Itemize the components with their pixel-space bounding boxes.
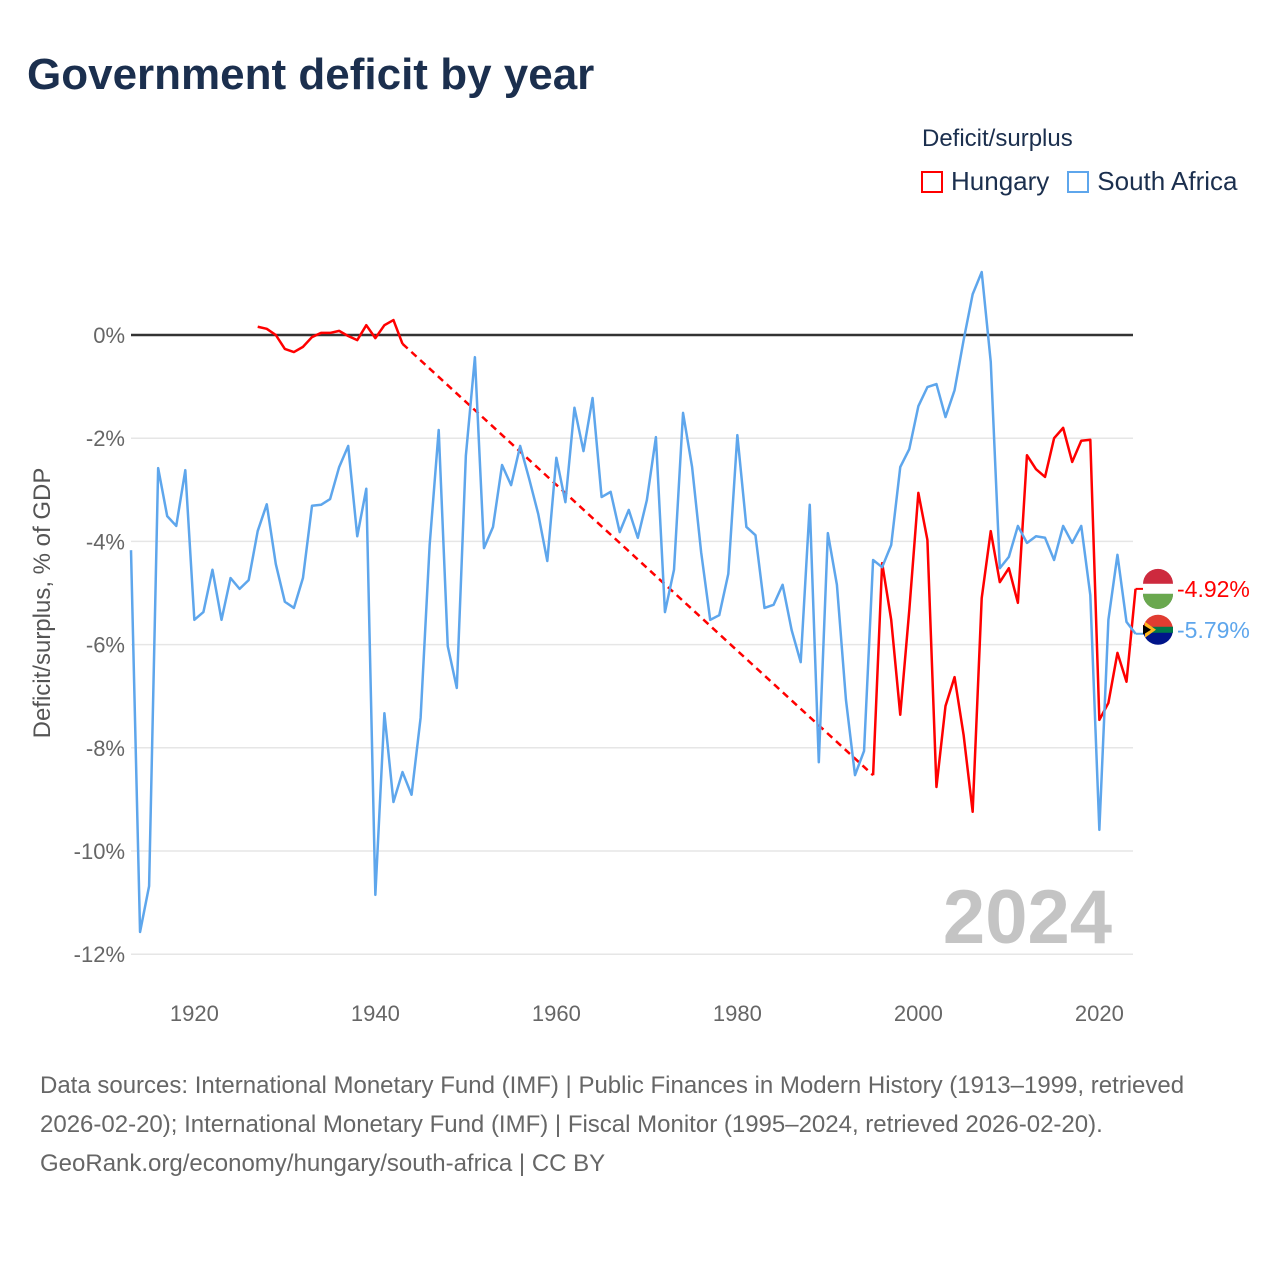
legend-label: Hungary — [951, 166, 1050, 196]
y-tick-label: -6% — [86, 633, 125, 658]
credit-link[interactable]: GeoRank.org/economy/hungary/south-africa… — [40, 1150, 606, 1177]
legend-label: South Africa — [1097, 166, 1238, 196]
x-tick-label: 1960 — [532, 1001, 581, 1026]
footer: Data sources: International Monetary Fun… — [40, 1066, 1240, 1183]
south-africa-flag-icon — [1143, 614, 1173, 645]
y-tick-label: -10% — [74, 839, 125, 864]
x-tick-label: 2020 — [1075, 1001, 1124, 1026]
y-tick-label: -4% — [86, 529, 125, 554]
end-value-label: -5.79% — [1177, 617, 1250, 643]
legend: Hungary South Africa — [921, 166, 1237, 197]
series-line-hungary — [871, 426, 1137, 814]
x-tick-label: 1980 — [713, 1001, 762, 1026]
y-tick-label: -2% — [86, 426, 125, 451]
year-watermark: 2024 — [943, 875, 1112, 960]
legend-item-hungary[interactable]: Hungary — [921, 166, 1049, 197]
data-sources: Data sources: International Monetary Fun… — [40, 1072, 1185, 1138]
end-value-label: -4.92% — [1177, 576, 1250, 602]
page-title: Government deficit by year — [27, 50, 595, 99]
legend-swatch — [921, 171, 943, 193]
series-line-hungary — [257, 318, 404, 354]
y-tick-label: -8% — [86, 736, 125, 761]
y-axis-label: Deficit/surplus, % of GDP — [29, 468, 56, 739]
hungary-flag-icon — [1143, 568, 1173, 609]
x-tick-label: 1940 — [351, 1001, 400, 1026]
series-line-south-africa — [129, 270, 1137, 934]
gap-line — [401, 342, 874, 777]
x-tick-label: 1920 — [170, 1001, 219, 1026]
legend-swatch — [1067, 171, 1090, 193]
y-tick-label: 0% — [93, 323, 125, 348]
x-tick-label: 2000 — [894, 1001, 943, 1026]
y-tick-label: -12% — [74, 942, 125, 967]
legend-title: Deficit/surplus — [922, 125, 1073, 152]
legend-item-south-africa[interactable]: South Africa — [1067, 166, 1237, 197]
